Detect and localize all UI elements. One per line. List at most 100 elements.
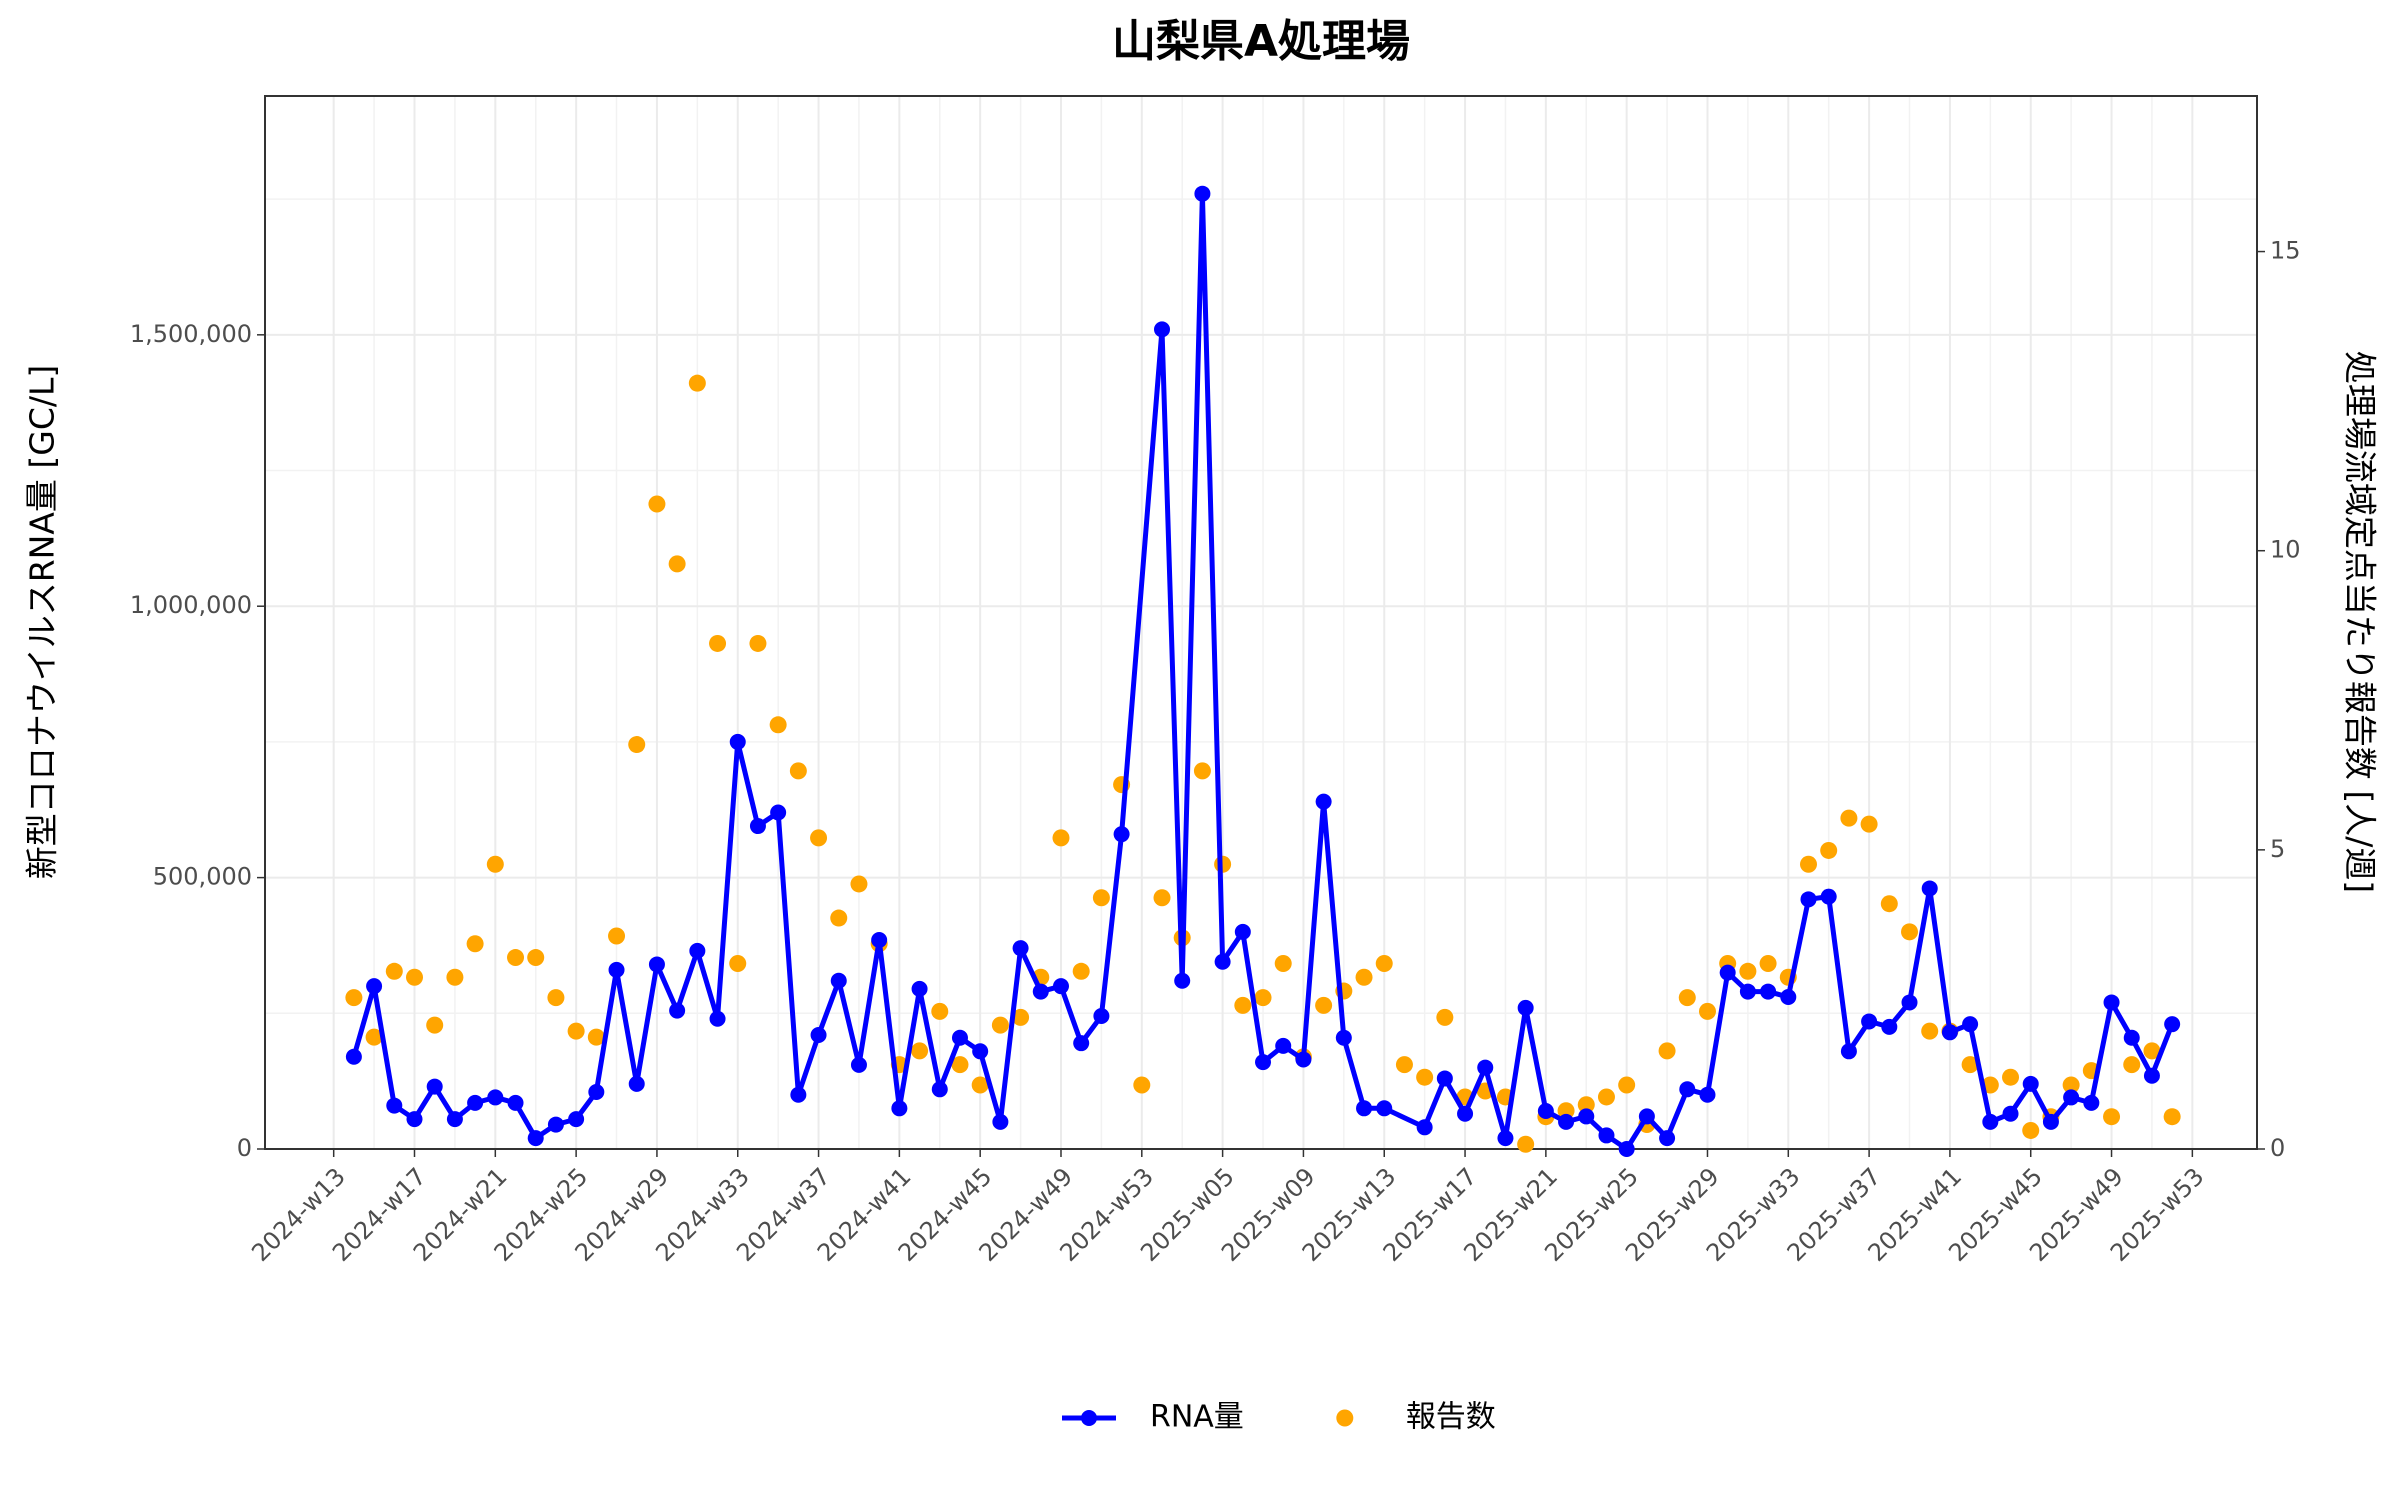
- point: [830, 909, 848, 927]
- y2-tick-label: 10: [2270, 536, 2301, 564]
- point: [2143, 1042, 2161, 1060]
- point: [1962, 1016, 1979, 1033]
- point: [1760, 983, 1777, 1000]
- point: [568, 1111, 585, 1128]
- point: [507, 1094, 524, 1111]
- point: [1032, 983, 1049, 1000]
- point: [527, 1130, 544, 1147]
- point: [426, 1078, 443, 1095]
- point: [1780, 989, 1797, 1006]
- point: [991, 1016, 1009, 1034]
- point: [2123, 1056, 2141, 1074]
- point: [1315, 793, 1332, 810]
- y2-tick-label: 0: [2270, 1134, 2285, 1162]
- point: [1840, 809, 1858, 827]
- point: [1861, 1013, 1878, 1030]
- point: [790, 1086, 807, 1103]
- point: [2022, 1075, 2039, 1092]
- point: [1618, 1076, 1636, 1094]
- point: [1052, 829, 1070, 847]
- point: [1739, 962, 1757, 980]
- point: [648, 956, 665, 973]
- point: [1799, 855, 1817, 873]
- point: [2163, 1108, 2181, 1126]
- point: [1012, 1008, 1030, 1026]
- point: [1012, 940, 1029, 957]
- point: [2022, 1121, 2040, 1139]
- point: [1961, 1056, 1979, 1074]
- point: [709, 634, 727, 652]
- point: [688, 374, 706, 392]
- point: [1820, 888, 1837, 905]
- point: [830, 972, 847, 989]
- point: [1052, 978, 1069, 995]
- point: [1193, 762, 1211, 780]
- point: [871, 932, 888, 949]
- point: [1982, 1113, 1999, 1130]
- legend-marker: [1336, 1409, 1354, 1427]
- point: [770, 804, 787, 821]
- point: [1274, 955, 1292, 973]
- point: [1375, 955, 1393, 973]
- point: [1072, 962, 1090, 980]
- point: [628, 736, 646, 754]
- point: [1678, 989, 1696, 1007]
- point: [1658, 1042, 1676, 1060]
- point: [1881, 1018, 1898, 1035]
- point: [2164, 1016, 2181, 1033]
- point: [951, 1056, 969, 1074]
- point: [1739, 983, 1756, 1000]
- point: [406, 1111, 423, 1128]
- point: [1295, 1051, 1312, 1068]
- point: [2042, 1113, 2059, 1130]
- point: [1356, 1100, 1373, 1117]
- point: [365, 1028, 383, 1046]
- point: [608, 927, 626, 945]
- point: [789, 762, 807, 780]
- point: [1941, 1024, 1958, 1041]
- point: [1921, 880, 1938, 897]
- point: [1355, 968, 1373, 986]
- point: [1558, 1113, 1575, 1130]
- point: [1073, 1035, 1090, 1052]
- point: [810, 829, 828, 847]
- point: [588, 1084, 605, 1101]
- point: [1698, 1002, 1716, 1020]
- point: [527, 949, 545, 967]
- point: [507, 949, 525, 967]
- point: [1537, 1103, 1554, 1120]
- point: [1860, 815, 1878, 833]
- point: [1517, 1135, 1535, 1153]
- point: [426, 1016, 444, 1034]
- point: [1214, 953, 1231, 970]
- point: [749, 634, 767, 652]
- point: [971, 1076, 989, 1094]
- point: [911, 1042, 929, 1060]
- point: [466, 935, 484, 953]
- y2-tick-label: 5: [2270, 835, 2285, 863]
- point: [1255, 1054, 1272, 1071]
- point: [850, 875, 868, 893]
- point: [951, 1029, 968, 1046]
- point: [467, 1094, 484, 1111]
- point: [446, 1111, 463, 1128]
- point: [810, 1027, 827, 1044]
- point: [1154, 321, 1171, 338]
- point: [749, 818, 766, 835]
- point: [1436, 1070, 1453, 1087]
- point: [992, 1113, 1009, 1130]
- y-tick-label: 1,000,000: [130, 591, 252, 619]
- point: [1597, 1088, 1615, 1106]
- point: [2083, 1094, 2100, 1111]
- legend-label: RNA量: [1150, 1400, 1244, 1435]
- point: [1618, 1141, 1635, 1157]
- point: [931, 1081, 948, 1098]
- point: [1800, 891, 1817, 908]
- point: [2002, 1068, 2020, 1086]
- point: [608, 961, 625, 978]
- point: [1174, 972, 1191, 989]
- y2-axis-title: 処理場流域定点当たり報告数 [人/週]: [2341, 351, 2380, 893]
- point: [1457, 1105, 1474, 1122]
- point: [2143, 1067, 2160, 1084]
